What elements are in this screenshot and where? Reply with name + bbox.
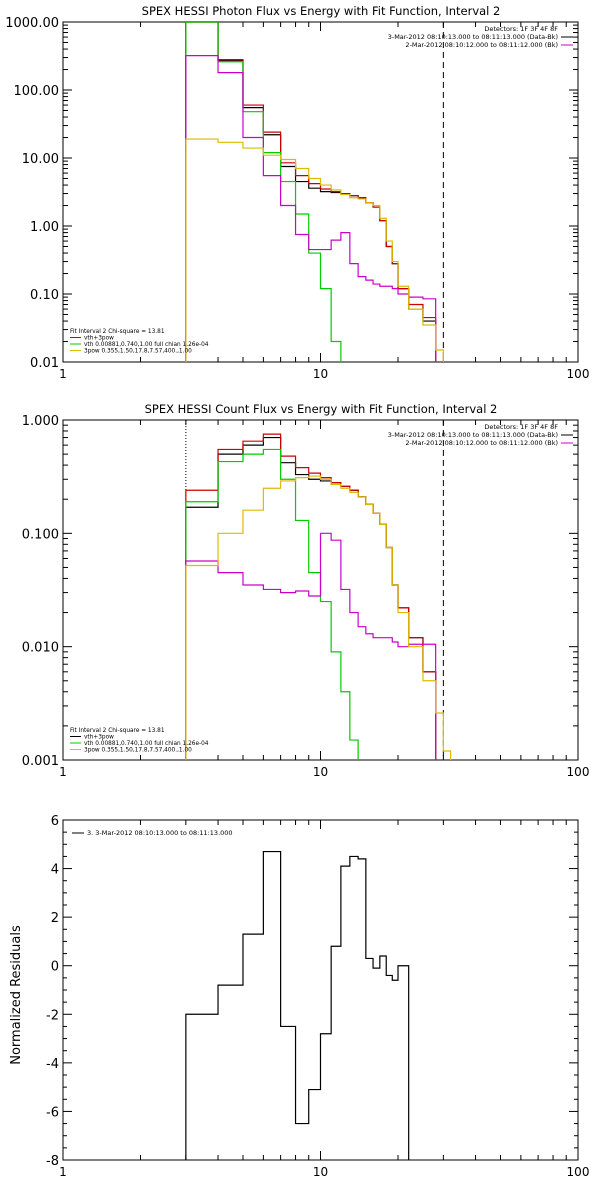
y-tick-label: 4 — [51, 863, 59, 878]
y-tick-label: 0.100 — [22, 527, 59, 542]
legend-text: Detectors: 1F 3F 4F 8F — [484, 25, 558, 33]
x-tick-label: 10 — [313, 765, 328, 779]
series-group — [185, 22, 444, 362]
y-tick-label: 6 — [51, 814, 59, 829]
legend-text: 3pow 0.355,1.50,17.8,7.57,400.,1.00 — [84, 349, 192, 355]
legend-bottom: Fit Interval 2 Chi-square = 13.81vth+3po… — [70, 728, 209, 754]
y-tick-label: 2 — [51, 911, 59, 926]
y-tick-label: 100.00 — [14, 84, 60, 99]
y-tick-label: 10.00 — [22, 152, 59, 167]
y-tick-label: 0.01 — [30, 356, 59, 371]
legend-text: 3-Mar-2012 08:10:13.000 to 08:11:13.000 … — [388, 431, 558, 439]
x-tick-label: 100 — [567, 765, 590, 779]
legend-text: vth+3pow — [84, 735, 114, 741]
count-flux-title: SPEX HESSI Count Flux vs Energy with Fit… — [145, 402, 498, 416]
series-line-1 — [185, 22, 437, 362]
legend-bottom: Fit Interval 2 Chi-square = 13.81vth+3po… — [70, 329, 209, 355]
residuals-ylabel: Normalized Residuals — [9, 925, 24, 1065]
legend-text: Fit Interval 2 Chi-square = 13.81 — [70, 728, 165, 734]
x-tick-label: 100 — [567, 367, 590, 381]
legend-text: Detectors: 1F 3F 4F 8F — [484, 423, 558, 431]
x-tick-label: 1 — [59, 1165, 67, 1179]
series-line-2 — [185, 22, 342, 362]
y-tick-label: 0 — [51, 960, 59, 975]
y-tick-label: 1000.00 — [5, 16, 59, 31]
y-tick-label: -2 — [46, 1008, 59, 1023]
photon-flux-panel: SPEX HESSI Photon Flux vs Energy with Fi… — [5, 4, 590, 381]
residuals-panel: Normalized Residuals 1 10 100 -8 -6 -4 -2 0 2 4 6 3… — [9, 814, 590, 1179]
legend-text: vth 0.00881,0.740,1.00 full chian 1.26e-… — [84, 741, 209, 747]
y-tick-label: 0.010 — [22, 641, 59, 656]
y-tick-label: -4 — [46, 1057, 59, 1072]
y-tick-label: 0.10 — [30, 288, 59, 303]
legend-top: 3. 3-Mar-2012 08:10:13.000 to 08:11:13.0… — [72, 829, 233, 837]
legend-text: 3. 3-Mar-2012 08:10:13.000 to 08:11:13.0… — [87, 829, 233, 837]
series-group — [185, 850, 410, 1160]
series-line-2 — [185, 448, 359, 760]
x-tick-label: 10 — [313, 367, 328, 381]
legend-top: Detectors: 1F 3F 4F 8F3-Mar-2012 08:10:1… — [388, 25, 573, 49]
y-tick-label: 1.000 — [22, 414, 59, 429]
legend-text: Fit Interval 2 Chi-square = 13.81 — [70, 329, 165, 335]
y-tick-label: -8 — [46, 1154, 59, 1169]
legend-text: 2-Mar-2012 08:10:12.000 to 08:11:12.000 … — [405, 439, 558, 447]
legend-top: Detectors: 1F 3F 4F 8F3-Mar-2012 08:10:1… — [388, 423, 573, 447]
legend-text: 2-Mar-2012 08:10:12.000 to 08:11:12.000 … — [405, 41, 558, 49]
series-line-4 — [185, 138, 444, 362]
y-tick-label: -6 — [46, 1105, 59, 1120]
y-tick-label: 1.00 — [30, 220, 59, 235]
photon-flux-title: SPEX HESSI Photon Flux vs Energy with Fi… — [142, 4, 501, 18]
series-group — [185, 433, 452, 760]
legend-text: 3pow 0.355,1.50,17.8,7.57,400.,1.00 — [84, 748, 192, 754]
x-tick-label: 100 — [567, 1165, 590, 1179]
series-line-3 — [185, 532, 437, 760]
x-tick-label: 10 — [313, 1165, 328, 1179]
legend-text: 3-Mar-2012 08:10:13.000 to 08:11:13.000 … — [388, 33, 558, 41]
count-flux-panel: SPEX HESSI Count Flux vs Energy with Fit… — [22, 402, 590, 779]
x-tick-label: 1 — [59, 765, 67, 779]
legend-text: vth 0.00881,0.740,1.00 full chian 1.26e-… — [84, 342, 209, 348]
series-line-4 — [185, 475, 452, 760]
legend-text: vth+3pow — [84, 336, 114, 342]
x-tick-label: 1 — [59, 367, 67, 381]
series-line-0 — [185, 850, 410, 1160]
plot-frame — [62, 819, 579, 1161]
y-tick-label: 0.001 — [22, 754, 59, 769]
